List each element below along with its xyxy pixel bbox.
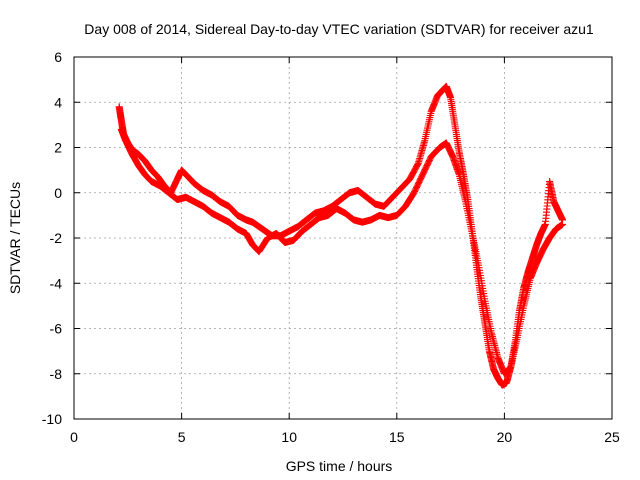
x-tick-label: 0 [70,429,78,445]
plot-frame [73,56,613,420]
y-tick-label: -10 [42,411,62,427]
y-tick-label: 6 [54,49,62,65]
y-tick-label: -2 [50,230,63,246]
x-tick-label: 15 [389,429,405,445]
x-axis-label: GPS time / hours [286,458,393,474]
x-tick-label: 25 [604,429,620,445]
grid-lines [74,57,612,419]
y-tick-label: 2 [54,140,62,156]
y-tick-label: 4 [54,94,62,110]
chart-title: Day 008 of 2014, Sidereal Day-to-day VTE… [84,21,594,37]
x-tick-label: 10 [281,429,297,445]
y-tick-label: 0 [54,185,62,201]
y-axis-label: SDTVAR / TECUs [7,182,23,294]
y-tick-labels: -10 -8 -6 -4 -2 0 2 4 6 [42,49,62,427]
x-tick-labels: 0 5 10 15 20 25 [70,429,620,445]
data-point [559,220,567,228]
x-tick-label: 5 [178,429,186,445]
data-points [115,82,567,389]
y-tick-label: -4 [50,275,63,291]
y-tick-label: -8 [50,366,63,382]
x-tick-label: 20 [497,429,513,445]
y-tick-label: -6 [50,321,63,337]
